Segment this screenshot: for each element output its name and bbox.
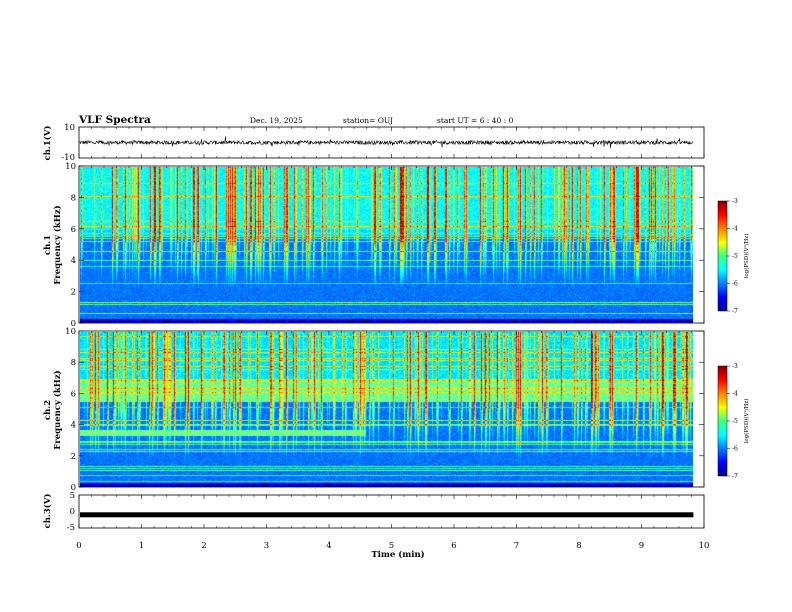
ytick-label: 10 — [65, 327, 76, 337]
ch3-voltage-ylabel: ch.3(V) — [42, 494, 53, 529]
ytick-label: 4 — [71, 421, 76, 431]
ytick-label: 2 — [71, 288, 76, 298]
vlf-spectra-figure: VLF Spectra Dec. 19, 2025 station= OUJ s… — [0, 0, 792, 612]
ch2-spectrogram-ylabel: Frequency (kHz) — [52, 370, 63, 449]
colorbar-tick-label: -5 — [732, 418, 738, 425]
ch2-colorbar-label: log(PSD)(V²/Hz) — [743, 399, 750, 444]
time-xaxis-label: Time (min) — [371, 549, 424, 560]
colorbar-tick-label: -5 — [732, 253, 738, 260]
ytick-label: 8 — [71, 193, 76, 203]
ch2-spectrogram-channel-label: ch.2 — [43, 400, 53, 420]
xtick-label: 6 — [451, 541, 456, 551]
ch3-ytick-bottom: -5 — [67, 523, 75, 533]
ytick-label: 2 — [71, 452, 76, 462]
ch1-voltage-ylabel: ch.1(V) — [42, 126, 53, 161]
colorbar-tick-label: -7 — [732, 308, 738, 315]
ch1-spectrogram-channel-label: ch.1 — [43, 235, 53, 255]
colorbar-tick-label: -3 — [732, 198, 738, 205]
xtick-label: 0 — [76, 541, 81, 551]
colorbar-tick-label: -6 — [732, 281, 738, 288]
ch3-waveform-panel: 5 0 -5 ch.3(V) — [42, 491, 704, 533]
ytick-label: 4 — [71, 256, 76, 266]
ch1-spectrogram-heatmap — [80, 167, 693, 323]
xtick-label: 7 — [514, 541, 519, 551]
colorbar-tick-label: -3 — [732, 363, 738, 370]
xtick-label: 10 — [699, 541, 710, 551]
start-time-label: start UT = 6 : 40 : 0 — [437, 116, 514, 125]
xtick-label: 4 — [326, 541, 331, 551]
ytick-label: 6 — [71, 225, 76, 235]
ch3-waveform-frame — [79, 495, 704, 528]
xtick-label: 9 — [639, 541, 644, 551]
colorbar-tick-label: -7 — [732, 473, 738, 480]
ch1-ytick-top: 10 — [64, 123, 75, 133]
xtick-label: 1 — [139, 541, 144, 551]
date-label: Dec. 19, 2025 — [250, 116, 303, 125]
ytick-label: 8 — [71, 358, 76, 368]
ch1-waveform-panel: 10 -10 ch.1(V) — [42, 123, 704, 163]
xtick-label: 3 — [264, 541, 269, 551]
ch1-colorbar — [718, 201, 727, 311]
ch3-ytick-top: 5 — [70, 491, 75, 501]
ytick-label: 10 — [65, 162, 76, 172]
xtick-label: 8 — [576, 541, 581, 551]
ch1-colorbar-label: log(PSD)(V²/Hz) — [743, 234, 750, 279]
xtick-label: 2 — [201, 541, 206, 551]
colorbar-tick-label: -6 — [732, 446, 738, 453]
ch2-colorbar — [718, 366, 727, 476]
ch1-spectrogram-ylabel: Frequency (kHz) — [52, 205, 63, 284]
ch3-ytick-mid: 0 — [70, 507, 75, 517]
ch2-spectrogram-heatmap — [80, 332, 693, 487]
ytick-label: 6 — [71, 389, 76, 399]
figure-title: VLF Spectra — [78, 114, 151, 126]
ch2-colorbar-ticks: -3 -4 -5 -6 -7 — [727, 363, 738, 480]
colorbar-tick-label: -4 — [732, 391, 738, 398]
station-label: station= OUJ — [343, 116, 393, 125]
colorbar-tick-label: -4 — [732, 226, 738, 233]
ch1-colorbar-ticks: -3 -4 -5 -6 -7 — [727, 198, 738, 315]
ch3-waveform-trace — [80, 512, 693, 517]
